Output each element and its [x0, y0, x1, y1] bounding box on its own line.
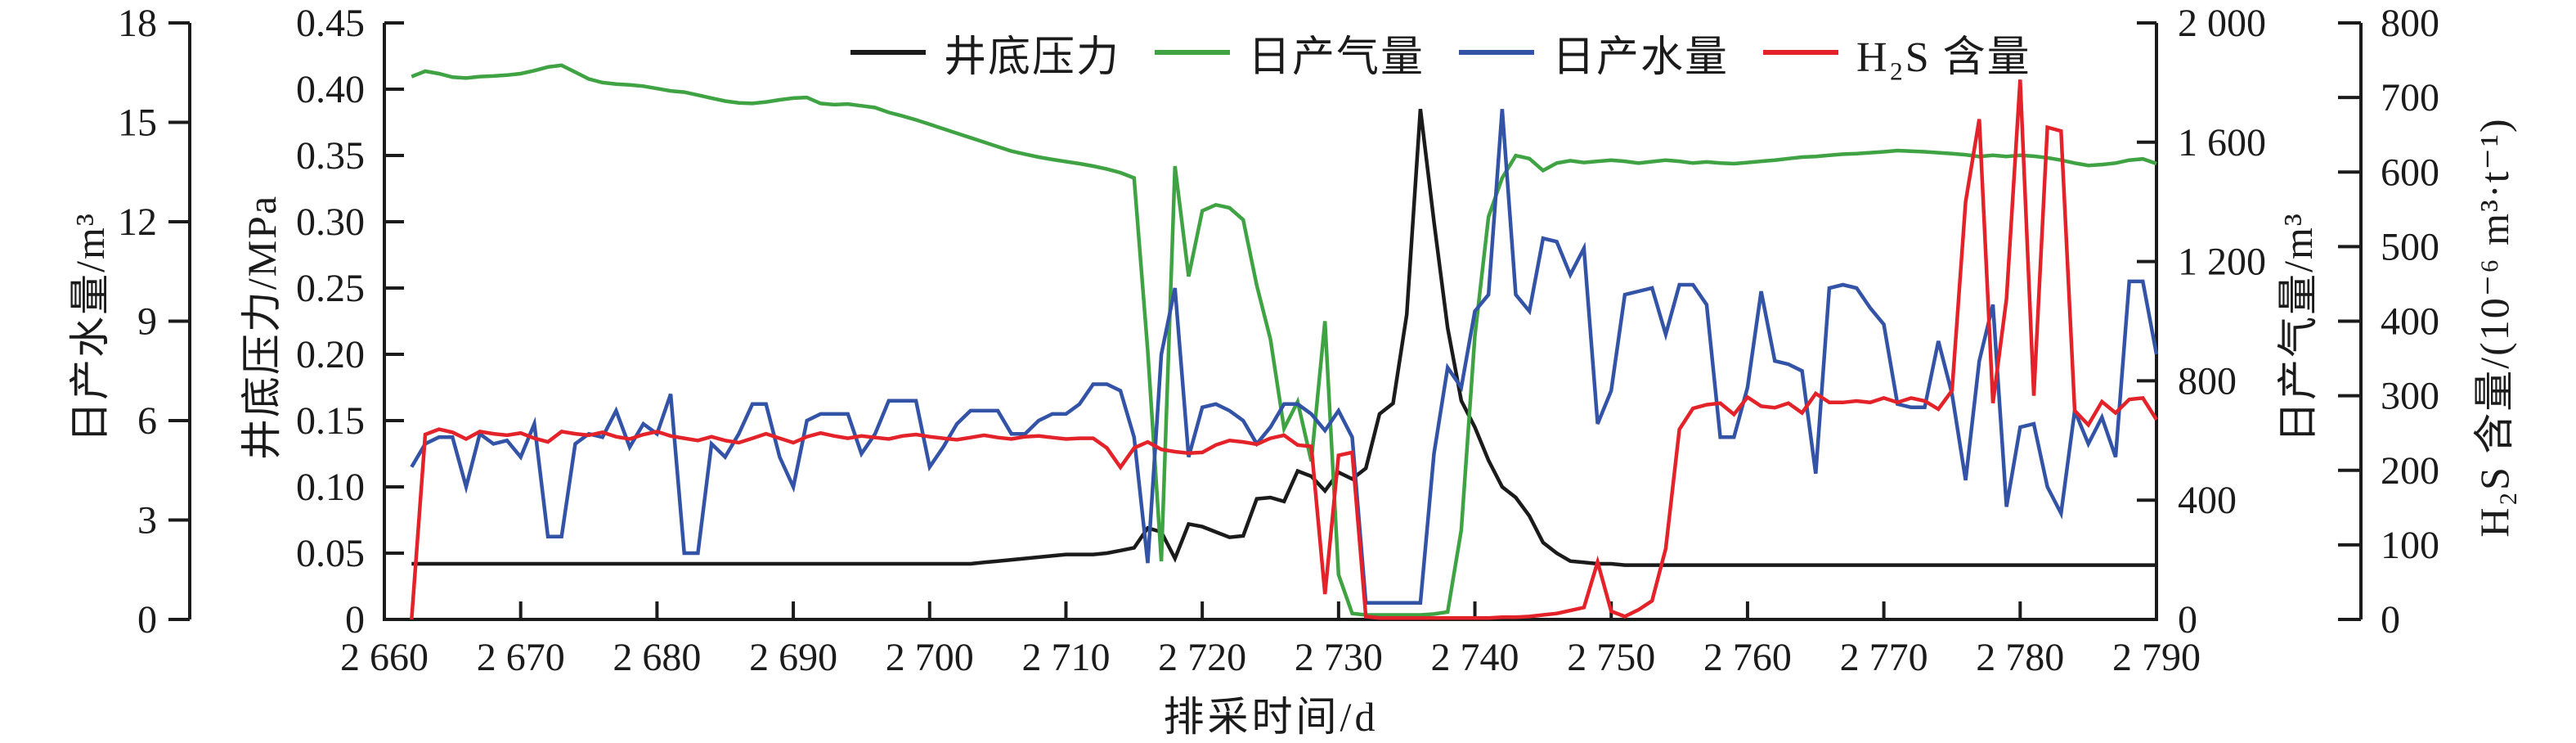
legend-label-h2s: H₂S 含量 — [1856, 34, 2031, 81]
pressure-axis-tick-label: 0.35 — [296, 134, 365, 178]
x-axis-tick-label: 2 770 — [1840, 636, 1928, 679]
x-axis-tick-label: 2 700 — [886, 636, 974, 679]
x-axis-tick-label: 2 750 — [1567, 636, 1655, 679]
h2s-axis-tick-label: 100 — [2381, 524, 2439, 567]
pressure-axis-tick-label: 0.05 — [296, 532, 365, 575]
h2s-axis-tick-label: 400 — [2381, 300, 2439, 344]
gas-axis-tick-label: 400 — [2178, 479, 2237, 522]
water-axis-tick-label: 15 — [118, 101, 157, 145]
series-line-gas — [411, 63, 2157, 617]
x-axis-tick-label: 2 730 — [1295, 636, 1383, 679]
pressure-axis-tick-label: 0 — [345, 598, 365, 642]
pressure-axis-tick-label: 0.40 — [296, 68, 365, 111]
x-axis-tick-label: 2 670 — [477, 636, 565, 679]
chart-legend: 井底压力 日产气量 日产水量 H₂S 含量 — [850, 26, 2031, 81]
gas-axis-tick-label: 1 600 — [2178, 121, 2266, 164]
pressure-axis-tick-label: 0.15 — [296, 399, 365, 443]
pressure-axis-tick-label: 0.45 — [296, 2, 365, 45]
water-axis-tick-label: 0 — [137, 598, 157, 642]
series-line-pressure — [411, 109, 2156, 567]
x-axis-tick-label: 2 660 — [340, 636, 429, 679]
y-axis-title-gas: 日产气量/m³ — [2275, 212, 2321, 443]
legend-swatch-pressure — [850, 50, 926, 55]
x-axis-tick-label: 2 780 — [1976, 636, 2064, 679]
water-axis-tick-label: 12 — [118, 200, 157, 244]
series-line-h2s — [410, 79, 2158, 620]
x-axis-tick-label: 2 710 — [1021, 636, 1110, 679]
legend-swatch-h2s — [1763, 50, 1839, 55]
h2s-axis-tick-label: 300 — [2381, 375, 2439, 418]
y-axis-title-h2s: H₂S 含量/(10⁻⁶ m³·t⁻¹) — [2471, 117, 2517, 538]
x-axis-title: 排采时间/d — [1163, 694, 1379, 740]
y-axis-title-water: 日产水量/m³ — [67, 212, 113, 443]
plot-frame — [383, 23, 2158, 621]
water-axis-tick-label: 18 — [118, 2, 157, 45]
legend-item-gas: 日产气量 — [1155, 22, 1425, 83]
h2s-axis-tick-label: 800 — [2381, 2, 2439, 45]
h2s-axis-tick-label: 600 — [2381, 151, 2439, 194]
h2s-axis-tick-label: 700 — [2381, 76, 2439, 119]
gas-axis-tick-label: 1 200 — [2178, 241, 2266, 284]
series-line-water — [410, 109, 2159, 606]
pressure-axis-ticks: 0 0.05 0.10 0.15 0.20 0.25 0.30 0.35 0.40 0.45 — [296, 2, 404, 642]
water-axis-tick-label: 9 — [137, 300, 157, 344]
water-axis-tick-label: 3 — [137, 499, 157, 543]
legend-label-water: 日产水量 — [1552, 34, 1730, 81]
legend-label-pressure: 井底压力 — [944, 34, 1121, 81]
gas-axis-ticks: 0 400 800 1 200 1 600 2 000 — [2137, 2, 2266, 642]
x-axis-tick-label: 2 720 — [1158, 636, 1246, 679]
h2s-axis-tick-label: 0 — [2381, 598, 2400, 642]
legend-label-gas: 日产气量 — [1248, 34, 1425, 81]
x-axis-ticks: 2 660 2 670 2 680 2 690 2 700 2 710 2 720 2 730… — [340, 601, 2201, 679]
x-axis-tick-label: 2 760 — [1703, 636, 1792, 679]
x-axis-tick-label: 2 680 — [613, 636, 701, 679]
pressure-axis-tick-label: 0.20 — [296, 333, 365, 376]
x-axis-tick-label: 2 790 — [2112, 636, 2201, 679]
h2s-axis-tick-label: 500 — [2381, 225, 2439, 268]
h2s-axis-tick-label: 200 — [2381, 449, 2439, 493]
legend-swatch-gas — [1155, 50, 1231, 55]
x-axis-tick-label: 2 740 — [1431, 636, 1519, 679]
gas-axis-tick-label: 0 — [2178, 598, 2197, 642]
water-axis-tick-label: 6 — [137, 399, 157, 443]
pressure-axis-tick-label: 0.30 — [296, 200, 365, 244]
x-axis-tick-label: 2 690 — [749, 636, 837, 679]
y-axis-title-pressure: 井底压力/MPa — [239, 194, 285, 461]
legend-item-h2s: H₂S 含量 — [1763, 22, 2031, 83]
gas-axis-tick-label: 2 000 — [2178, 2, 2266, 45]
legend-item-pressure: 井底压力 — [850, 22, 1120, 83]
pressure-axis-tick-label: 0.25 — [296, 267, 365, 310]
water-axis-ticks: 0 3 6 9 12 15 18 — [118, 2, 190, 642]
h2s-axis-ticks: 0 100 200 300 400 500 600 700 800 — [2338, 2, 2439, 642]
pressure-axis-tick-label: 0.10 — [296, 466, 365, 509]
legend-item-water: 日产水量 — [1459, 22, 1729, 83]
gas-axis-tick-label: 800 — [2178, 359, 2237, 403]
legend-swatch-water — [1459, 50, 1535, 55]
